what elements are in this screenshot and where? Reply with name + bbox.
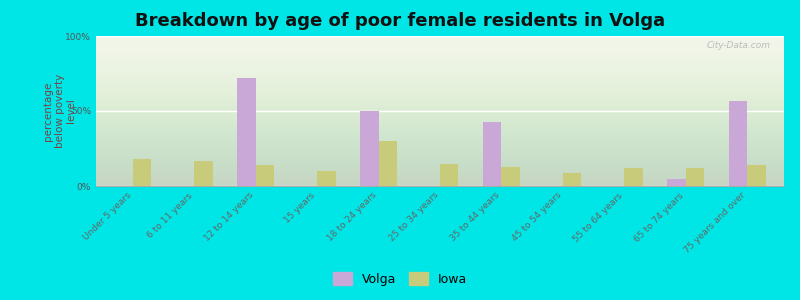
Y-axis label: percentage
below poverty
level: percentage below poverty level: [43, 74, 76, 148]
Text: Breakdown by age of poor female residents in Volga: Breakdown by age of poor female resident…: [135, 12, 665, 30]
Bar: [194, 160, 213, 186]
Bar: [256, 165, 274, 186]
Bar: [133, 159, 151, 186]
Bar: [360, 111, 378, 186]
Bar: [729, 100, 747, 186]
Bar: [747, 165, 766, 186]
Bar: [317, 171, 335, 186]
Bar: [686, 168, 704, 186]
Bar: [238, 78, 256, 186]
Text: City-Data.com: City-Data.com: [706, 40, 770, 50]
Bar: [563, 172, 582, 186]
Bar: [667, 178, 686, 186]
Legend: Volga, Iowa: Volga, Iowa: [328, 267, 472, 291]
Bar: [502, 167, 520, 186]
Bar: [624, 168, 642, 186]
Bar: [483, 122, 502, 186]
Bar: [378, 141, 397, 186]
Bar: [440, 164, 458, 186]
